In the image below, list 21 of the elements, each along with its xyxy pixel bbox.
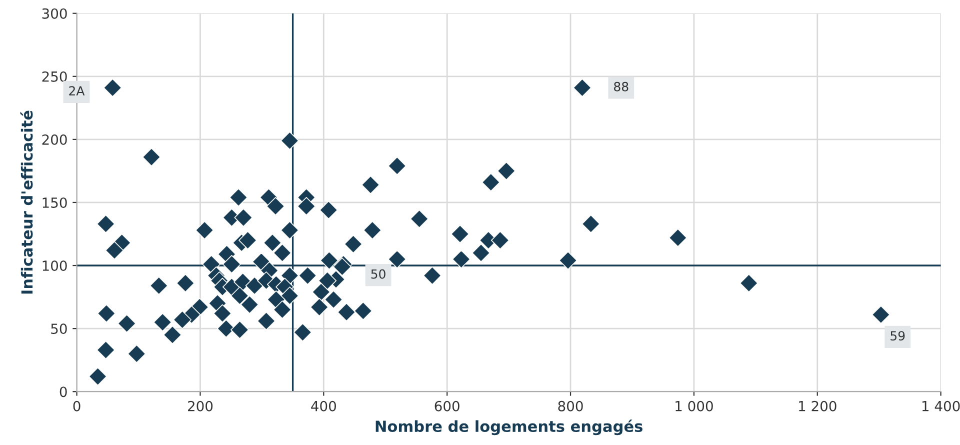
x-tick-label: 1 400 — [922, 400, 960, 412]
x-tick-label: 1 000 — [676, 400, 713, 412]
y-tick-label: 150 — [42, 197, 67, 208]
x-tick-label: 800 — [558, 400, 583, 412]
y-axis-title: Inficateur d'efficacité — [20, 110, 33, 294]
annotation: 50 — [371, 269, 386, 279]
x-tick-label: 600 — [434, 400, 460, 412]
y-tick-label: 100 — [42, 260, 67, 271]
annotation: 59 — [890, 331, 905, 341]
x-tick-label: 0 — [73, 400, 80, 412]
y-tick-label: 50 — [51, 324, 67, 334]
annotation: 88 — [614, 82, 628, 92]
annotation: 2A — [69, 86, 85, 96]
x-tick-label: 1 200 — [799, 400, 836, 412]
x-tick-label: 200 — [188, 400, 213, 412]
y-tick-label: 0 — [60, 386, 67, 398]
x-tick-label: 400 — [311, 400, 336, 412]
y-tick-label: 250 — [42, 71, 67, 82]
y-tick-label: 300 — [42, 8, 67, 19]
x-axis-title: Nombre de logements engagés — [376, 420, 642, 436]
y-tick-label: 200 — [42, 134, 67, 145]
